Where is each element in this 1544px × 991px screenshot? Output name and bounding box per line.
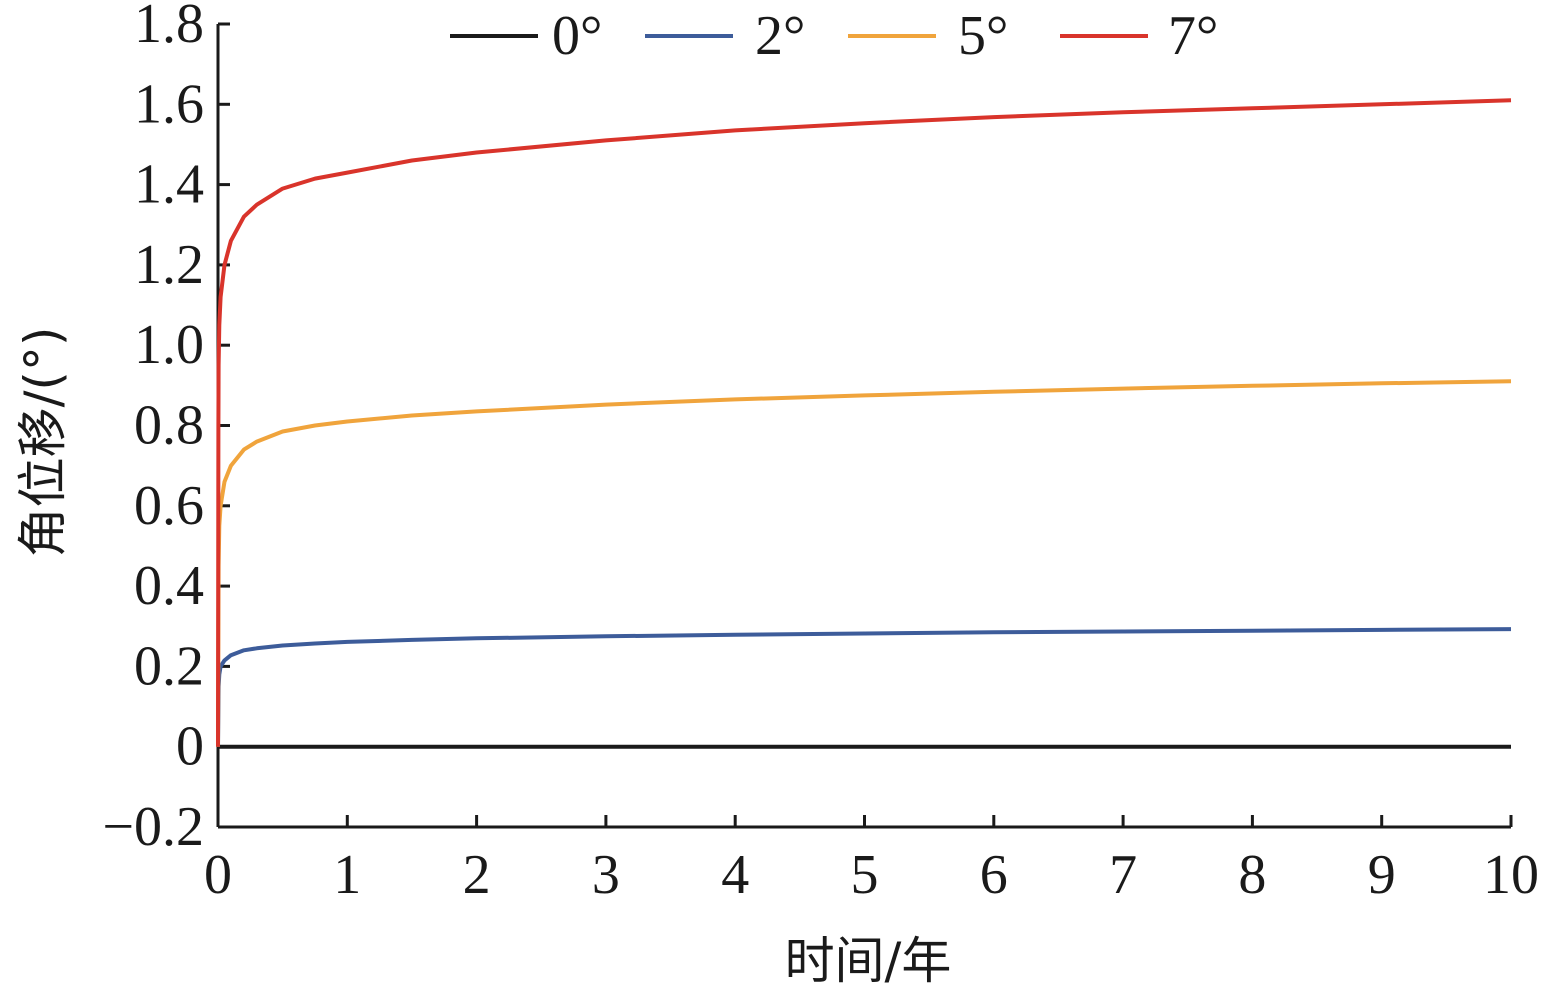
x-tick-label: 6 bbox=[980, 844, 1008, 906]
x-tick-label: 1 bbox=[333, 844, 361, 906]
x-tick-label: 0 bbox=[204, 844, 232, 906]
x-tick-label: 4 bbox=[721, 844, 749, 906]
y-tick-label: 0.8 bbox=[134, 395, 204, 457]
series-line bbox=[216, 98, 1512, 747]
y-tick-label: 0.2 bbox=[134, 635, 204, 697]
y-tick-label: 1.2 bbox=[134, 234, 204, 296]
axes: −0.200.20.40.60.81.01.21.41.61.80 1 2 3 4 5 6 7… bbox=[102, 0, 1539, 906]
y-tick-label: 0.4 bbox=[134, 555, 204, 617]
y-tick-label: −0.2 bbox=[102, 796, 204, 858]
x-tick-label: 3 bbox=[592, 844, 620, 906]
x-tick-label: 7 bbox=[1109, 844, 1137, 906]
x-tick-label: 9 bbox=[1368, 844, 1396, 906]
legend-label: 5° bbox=[958, 5, 1008, 67]
plot-lines bbox=[216, 98, 1512, 749]
legend-label: 7° bbox=[1168, 5, 1218, 67]
x-tick-label: 2 bbox=[463, 844, 491, 906]
x-tick-label: 10 bbox=[1483, 844, 1539, 906]
y-tick-label: 0 bbox=[176, 716, 204, 778]
series-line bbox=[216, 627, 1512, 747]
x-tick-label: 8 bbox=[1238, 844, 1266, 906]
y-axis-title: 角位移/(°) bbox=[14, 327, 72, 558]
x-axis-title: 时间/年 bbox=[785, 932, 952, 990]
y-tick-label: 1.8 bbox=[134, 0, 204, 55]
y-tick-label: 1.6 bbox=[134, 73, 204, 135]
legend-label: 0° bbox=[552, 5, 602, 67]
legend: 0° 2° 5° 7° bbox=[450, 5, 1218, 67]
legend-label: 2° bbox=[755, 5, 805, 67]
y-tick-label: 0.6 bbox=[134, 475, 204, 537]
series-line bbox=[216, 379, 1512, 747]
y-tick-label: 1.4 bbox=[134, 154, 204, 216]
y-tick-label: 1.0 bbox=[134, 314, 204, 376]
x-tick-label: 5 bbox=[851, 844, 879, 906]
